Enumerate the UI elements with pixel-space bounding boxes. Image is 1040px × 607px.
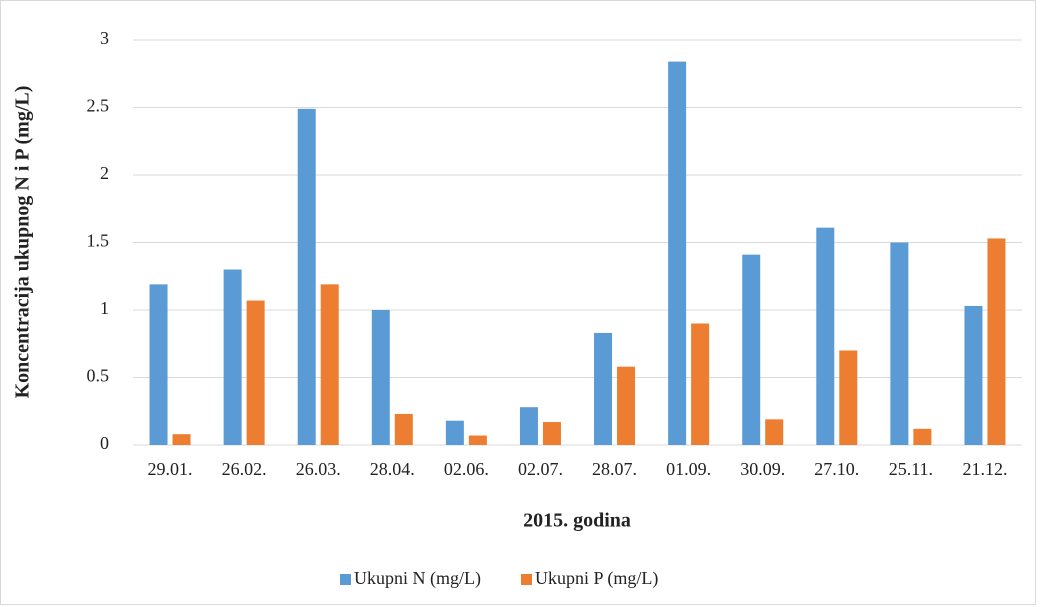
bar [542,422,561,445]
bar [371,310,390,445]
x-tick-label: 02.06. [444,459,489,479]
legend-label: Ukupni N (mg/L) [354,568,481,589]
bar [223,269,242,445]
x-axis-title: 2015. godina [523,510,631,532]
x-tick-label: 25.11. [889,459,933,479]
bar [297,108,316,445]
x-tick-label: 01.09. [666,459,711,479]
bar [594,332,613,445]
y-axis-title: Koncentracija ukupnog N i P (mg/L) [12,86,34,399]
y-tick-label: 2 [100,163,109,183]
bar [691,323,710,445]
x-tick-label: 27.10. [814,459,859,479]
bar [394,413,413,445]
x-tick-label: 21.12. [962,459,1007,479]
bar [742,254,761,445]
y-tick-label: 2.5 [87,96,110,116]
bar [987,238,1006,445]
bar [246,300,265,445]
legend-swatch [520,574,532,585]
bar [890,242,909,445]
bar [149,284,168,445]
bar [668,61,687,445]
bar [816,227,835,445]
y-tick-label: 1 [100,298,109,318]
y-tick-label: 1.5 [87,231,110,251]
bar [468,435,487,445]
y-tick-label: 0.5 [87,366,110,386]
x-tick-label: 28.07. [592,459,637,479]
legend-swatch [340,574,351,585]
bar [172,434,191,445]
bar [320,284,339,445]
y-tick-label: 3 [100,28,109,48]
x-tick-label: 02.07. [518,459,563,479]
bar [913,428,932,445]
x-tick-label: 26.02. [222,459,267,479]
bar [617,366,636,445]
x-tick-label: 26.03. [296,459,341,479]
bar [765,419,784,445]
bar [839,350,858,445]
x-tick-label: 30.09. [740,459,785,479]
bar [964,305,983,445]
y-tick-label: 0 [100,433,109,453]
bar [519,407,538,445]
legend-label: Ukupni P (mg/L) [535,568,658,589]
x-tick-label: 28.04. [370,459,415,479]
bar [445,420,464,445]
x-tick-label: 29.01. [148,459,193,479]
